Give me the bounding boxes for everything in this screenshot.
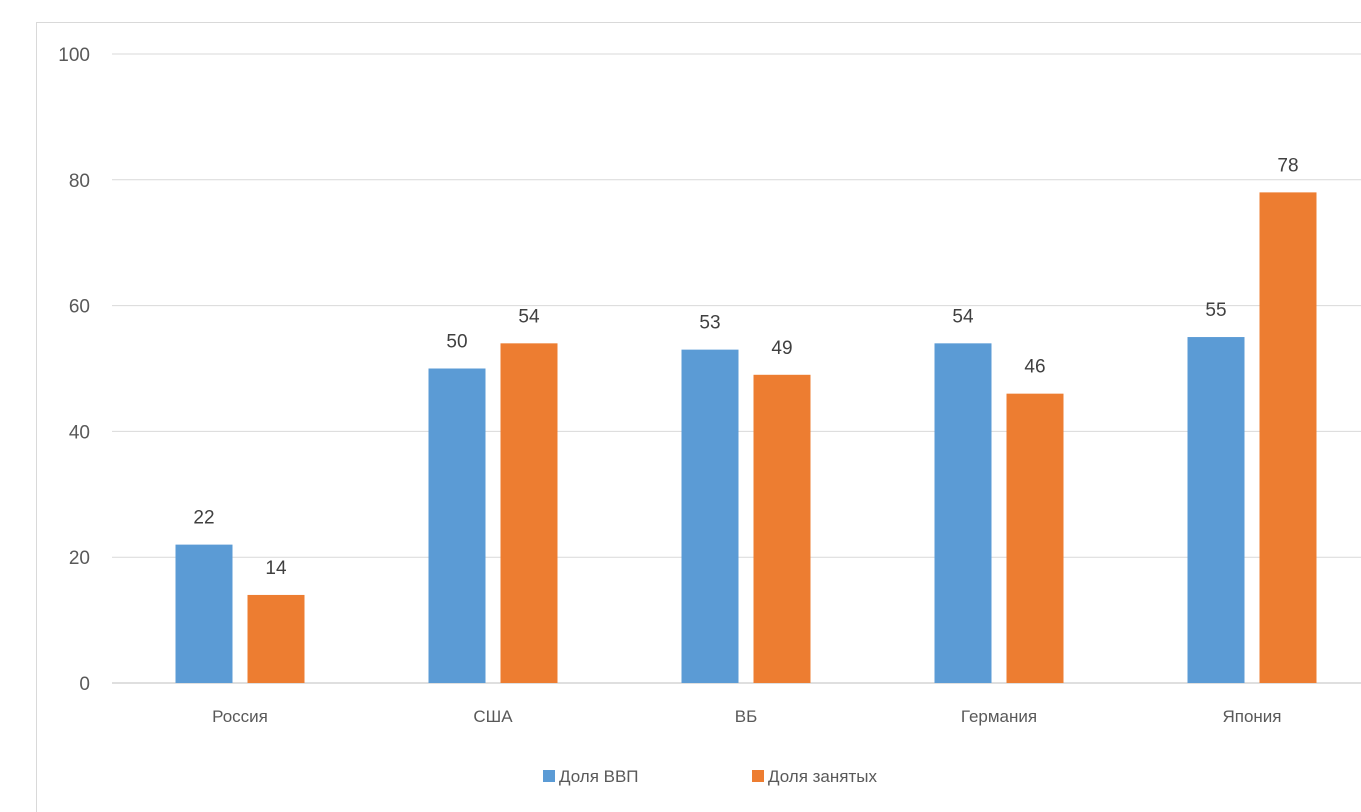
- y-tick-label: 40: [69, 422, 90, 443]
- legend-label: Доля ВВП: [559, 767, 639, 786]
- legend-label: Доля занятых: [768, 767, 877, 786]
- y-tick-label: 60: [69, 297, 90, 318]
- bar: [1259, 192, 1317, 683]
- y-tick-label: 100: [58, 45, 90, 66]
- x-category-label: Германия: [961, 707, 1037, 726]
- legend-swatch: [752, 770, 764, 782]
- bar: [1187, 337, 1245, 683]
- data-label: 14: [265, 558, 287, 579]
- data-label: 46: [1024, 357, 1045, 378]
- data-label: 49: [771, 338, 792, 359]
- data-label: 54: [952, 306, 974, 327]
- bar: [500, 343, 558, 683]
- data-label: 78: [1277, 155, 1298, 176]
- bar: [247, 594, 305, 683]
- bar: [753, 374, 811, 683]
- x-category-label: ВБ: [735, 707, 758, 726]
- legend: Доля ВВП Доля занятых: [543, 767, 877, 786]
- y-tick-label: 80: [69, 171, 90, 192]
- data-label: 22: [193, 508, 214, 529]
- x-category-label: Япония: [1222, 707, 1281, 726]
- y-tick-label: 0: [79, 674, 90, 695]
- bar: [175, 544, 233, 683]
- bar: [681, 349, 739, 683]
- bar: [428, 368, 486, 683]
- data-label: 54: [518, 306, 540, 327]
- bar-chart: 0 20 40 60 80 100 22 14 50 54 53 49 54 46 55 78 Россия…: [58, 45, 1361, 786]
- x-category-label: США: [473, 707, 513, 726]
- data-label: 55: [1205, 300, 1226, 321]
- y-axis-ticks: 0 20 40 60 80 100: [58, 45, 90, 695]
- x-axis-categories: Россия США ВБ Германия Япония: [212, 707, 1281, 726]
- data-label: 53: [699, 313, 720, 334]
- bars: [175, 192, 1317, 683]
- chart-frame: [36, 22, 1361, 812]
- data-label: 50: [446, 332, 467, 353]
- legend-swatch: [543, 770, 555, 782]
- bar: [1006, 393, 1064, 683]
- bar: [934, 343, 992, 683]
- data-labels: 22 14 50 54 53 49 54 46 55 78: [193, 155, 1298, 579]
- x-category-label: Россия: [212, 707, 268, 726]
- y-tick-label: 20: [69, 548, 90, 569]
